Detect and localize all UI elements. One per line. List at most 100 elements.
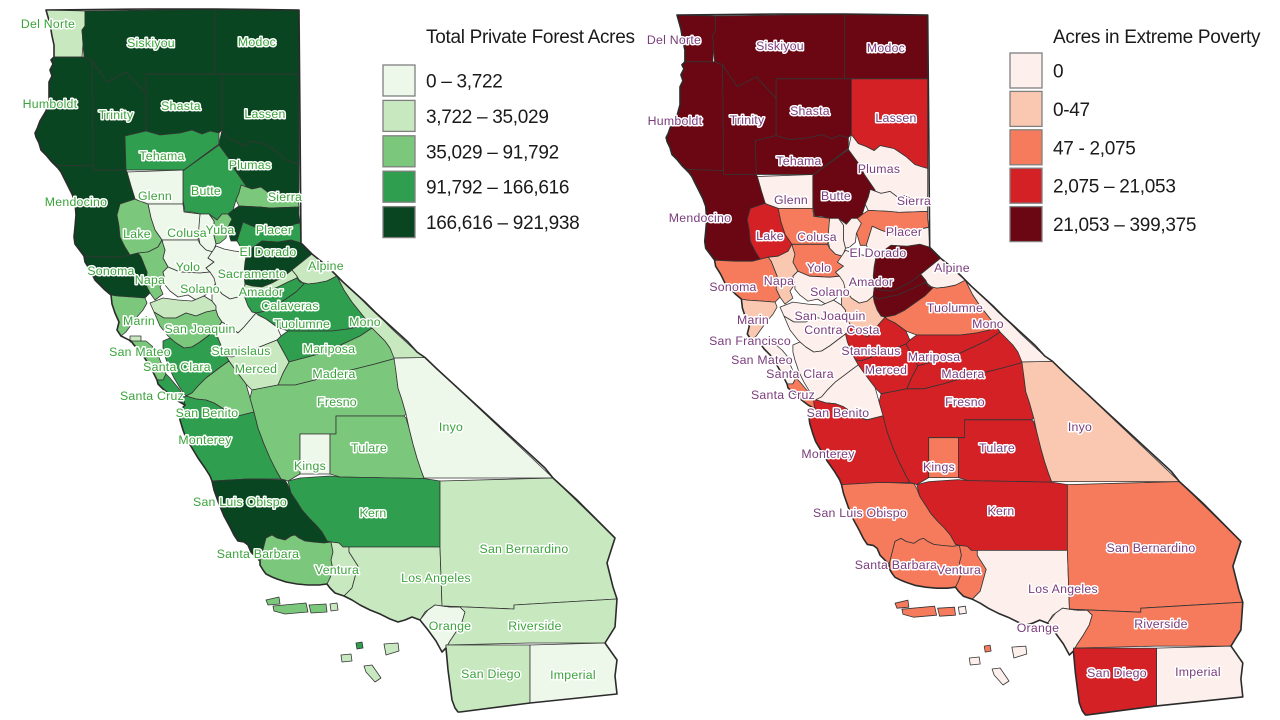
svg-text:Sierra: Sierra	[897, 194, 931, 208]
svg-text:Del Norte: Del Norte	[647, 33, 701, 47]
svg-text:Glenn: Glenn	[138, 189, 172, 203]
svg-text:Riverside: Riverside	[508, 619, 562, 633]
svg-text:Alpine: Alpine	[308, 259, 344, 273]
svg-text:Marin: Marin	[123, 314, 155, 328]
svg-text:Modoc: Modoc	[238, 35, 276, 49]
svg-text:Plumas: Plumas	[858, 162, 901, 176]
svg-text:Solano: Solano	[810, 285, 850, 299]
svg-text:0: 0	[1053, 62, 1063, 83]
svg-text:Ventura: Ventura	[937, 563, 981, 577]
svg-text:3,722 – 35,029: 3,722 – 35,029	[426, 107, 549, 128]
svg-text:Amador: Amador	[239, 285, 284, 299]
svg-text:Tuolumne: Tuolumne	[274, 317, 330, 331]
svg-text:Kern: Kern	[360, 506, 387, 520]
svg-text:Tehama: Tehama	[139, 149, 184, 163]
svg-text:47 - 2,075: 47 - 2,075	[1053, 138, 1136, 159]
svg-text:Santa Barbara: Santa Barbara	[855, 558, 938, 572]
svg-text:Kings: Kings	[294, 459, 326, 473]
svg-text:0-47: 0-47	[1053, 100, 1090, 121]
svg-text:Orange: Orange	[1017, 621, 1060, 635]
svg-text:Calaveras: Calaveras	[261, 299, 319, 313]
svg-text:Madera: Madera	[312, 367, 355, 381]
svg-text:Shasta: Shasta	[790, 104, 830, 118]
svg-text:Fresno: Fresno	[317, 395, 357, 409]
svg-text:Lake: Lake	[123, 227, 151, 241]
svg-text:Modoc: Modoc	[867, 41, 905, 55]
svg-text:Fresno: Fresno	[945, 395, 985, 409]
svg-text:Glenn: Glenn	[774, 193, 808, 207]
svg-text:Del Norte: Del Norte	[21, 17, 75, 31]
svg-text:El Dorado: El Dorado	[240, 245, 297, 259]
svg-text:San Mateo: San Mateo	[731, 353, 793, 367]
svg-text:Inyo: Inyo	[439, 420, 463, 434]
svg-text:Mono: Mono	[972, 317, 1004, 331]
svg-text:San Bernardino: San Bernardino	[480, 542, 569, 556]
svg-text:Tulare: Tulare	[979, 441, 1015, 455]
svg-text:Lake: Lake	[756, 229, 784, 243]
svg-text:Mariposa: Mariposa	[908, 350, 961, 364]
svg-text:Ventura: Ventura	[315, 563, 359, 577]
svg-text:Yuba: Yuba	[205, 223, 234, 237]
svg-text:San Bernardino: San Bernardino	[1107, 541, 1196, 555]
svg-text:Humboldt: Humboldt	[648, 114, 703, 128]
svg-text:Siskiyou: Siskiyou	[756, 39, 804, 53]
svg-text:Napa: Napa	[135, 273, 165, 287]
svg-text:Shasta: Shasta	[161, 99, 201, 113]
svg-text:Alpine: Alpine	[934, 261, 970, 275]
svg-text:Butte: Butte	[821, 189, 851, 203]
svg-text:Santa Clara: Santa Clara	[143, 360, 211, 374]
svg-text:Kings: Kings	[923, 460, 955, 474]
svg-text:Sonoma: Sonoma	[87, 264, 134, 278]
svg-text:Monterey: Monterey	[801, 447, 855, 461]
svg-text:Lassen: Lassen	[244, 107, 285, 121]
svg-text:Santa Clara: Santa Clara	[766, 367, 834, 381]
svg-text:San Luis Obispo: San Luis Obispo	[813, 506, 907, 520]
svg-text:Trinity: Trinity	[730, 113, 765, 127]
svg-text:Tehama: Tehama	[776, 154, 821, 168]
svg-text:San Joaquin: San Joaquin	[164, 322, 235, 336]
svg-text:Total Private Forest Acres: Total Private Forest Acres	[426, 27, 635, 48]
svg-text:Sacramento: Sacramento	[218, 267, 287, 281]
svg-text:Siskiyou: Siskiyou	[127, 36, 175, 50]
svg-text:Mendocino: Mendocino	[45, 195, 107, 209]
svg-text:2,075 – 21,053: 2,075 – 21,053	[1053, 177, 1176, 198]
svg-text:Solano: Solano	[180, 282, 220, 296]
svg-text:Santa Barbara: Santa Barbara	[217, 547, 300, 561]
svg-text:Stanislaus: Stanislaus	[211, 344, 270, 358]
svg-text:San Luis Obispo: San Luis Obispo	[193, 495, 287, 509]
svg-text:Mono: Mono	[349, 315, 381, 329]
svg-text:Stanislaus: Stanislaus	[841, 344, 900, 358]
svg-text:Santa Cruz: Santa Cruz	[120, 389, 184, 403]
svg-text:Amador: Amador	[849, 275, 894, 289]
svg-text:Tuolumne: Tuolumne	[927, 301, 983, 315]
svg-text:Placer: Placer	[256, 223, 292, 237]
svg-text:Monterey: Monterey	[178, 433, 232, 447]
svg-text:35,029 – 91,792: 35,029 – 91,792	[426, 142, 559, 163]
svg-text:Mariposa: Mariposa	[303, 342, 356, 356]
svg-text:Merced: Merced	[865, 363, 908, 377]
svg-text:San Benito: San Benito	[807, 406, 870, 420]
svg-text:Plumas: Plumas	[229, 158, 272, 172]
svg-text:Sierra: Sierra	[268, 190, 302, 204]
svg-text:Madera: Madera	[941, 367, 984, 381]
svg-text:Contra Costa: Contra Costa	[804, 323, 879, 337]
svg-text:91,792 – 166,616: 91,792 – 166,616	[426, 178, 569, 199]
svg-text:166,616 – 921,938: 166,616 – 921,938	[426, 213, 579, 234]
svg-text:San Mateo: San Mateo	[109, 345, 171, 359]
svg-text:Tulare: Tulare	[351, 441, 387, 455]
svg-text:Los Angeles: Los Angeles	[1028, 582, 1098, 596]
svg-text:0 – 3,722: 0 – 3,722	[426, 72, 503, 93]
svg-text:Lassen: Lassen	[875, 111, 916, 125]
svg-text:Merced: Merced	[235, 362, 278, 376]
svg-text:Los Angeles: Los Angeles	[401, 571, 471, 585]
svg-text:21,053 – 399,375: 21,053 – 399,375	[1053, 215, 1196, 236]
svg-text:Humboldt: Humboldt	[23, 97, 78, 111]
svg-text:San Diego: San Diego	[461, 667, 521, 681]
svg-text:Acres in Extreme Poverty: Acres in Extreme Poverty	[1053, 27, 1261, 48]
svg-text:Santa Cruz: Santa Cruz	[751, 388, 815, 402]
svg-text:Imperial: Imperial	[550, 668, 596, 682]
svg-text:San Diego: San Diego	[1087, 666, 1147, 680]
svg-text:San Francisco: San Francisco	[709, 334, 791, 348]
svg-text:Orange: Orange	[429, 619, 472, 633]
svg-text:El Dorado: El Dorado	[850, 246, 907, 260]
